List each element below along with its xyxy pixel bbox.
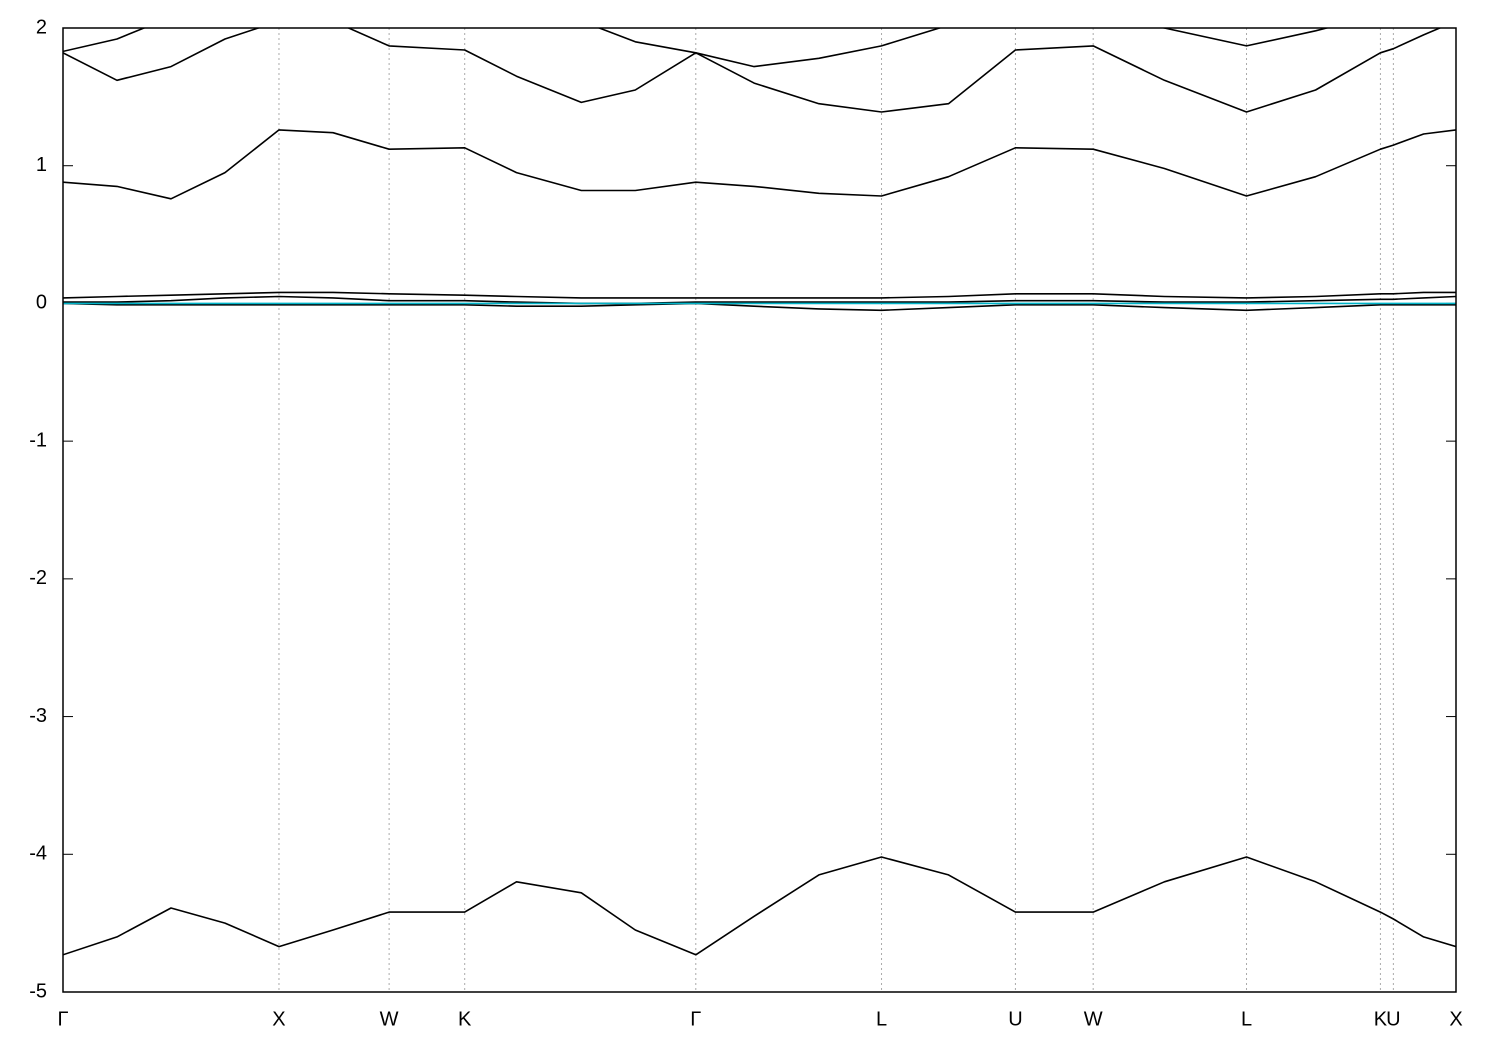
band-line	[63, 302, 1456, 312]
y-tick-label: 2	[36, 16, 47, 38]
x-tick-label: W	[1084, 1008, 1103, 1030]
y-tick-label: 1	[36, 154, 47, 176]
x-tick-label: X	[1449, 1008, 1462, 1030]
x-tick-label: L	[1241, 1008, 1252, 1030]
band-line	[63, 295, 1456, 305]
y-tick-label: -4	[29, 843, 47, 865]
band-line	[63, 28, 1442, 113]
y-tick-label: -3	[29, 705, 47, 727]
x-tick-label: Γ	[690, 1008, 701, 1030]
band-line	[63, 291, 1456, 299]
y-tick-label: -1	[29, 429, 47, 451]
x-tick-label: K	[458, 1008, 472, 1030]
plot-frame	[62, 27, 1457, 993]
x-tick-label: X	[272, 1008, 285, 1030]
band-line	[63, 129, 1456, 200]
x-tick-label: U	[1008, 1008, 1022, 1030]
x-tick-label: L	[876, 1008, 887, 1030]
x-tick-label: W	[380, 1008, 399, 1030]
band-line	[63, 856, 1456, 956]
band-line	[63, 28, 1330, 68]
y-tick-label: 0	[36, 292, 47, 314]
x-tick-label: Γ	[57, 1008, 68, 1030]
y-tick-label: -5	[29, 980, 47, 1002]
x-tick-label: K	[1374, 1008, 1388, 1030]
grid	[62, 27, 1457, 993]
y-tick-label: -2	[29, 567, 47, 589]
x-tick-label: U	[1386, 1008, 1400, 1030]
bands	[63, 28, 1456, 956]
